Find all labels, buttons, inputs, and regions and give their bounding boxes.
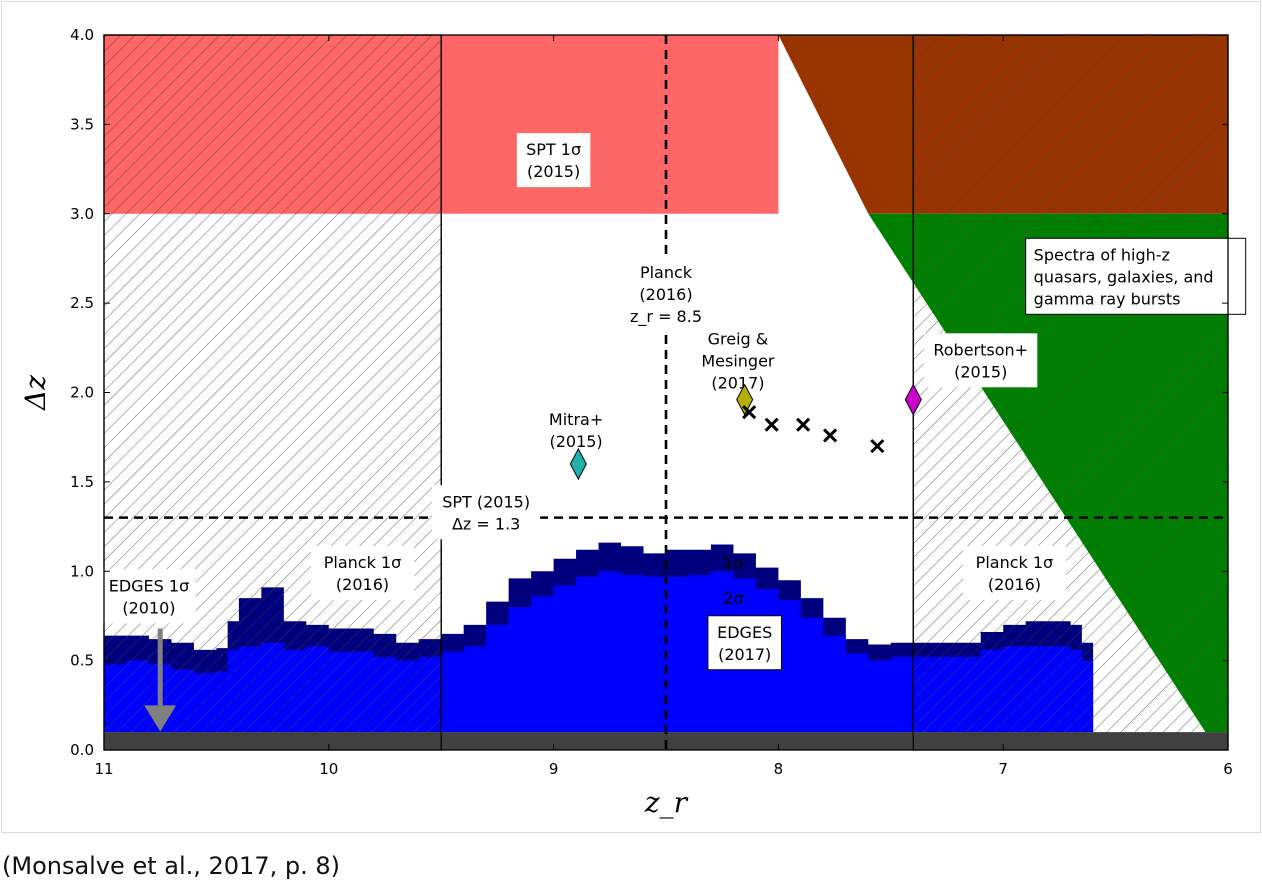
- annotation-line: SPT 1σ: [526, 140, 581, 159]
- y-axis-label: Δz: [19, 375, 52, 411]
- annotation-sigma2: 2σ: [723, 589, 743, 608]
- annotation-box-planck_left: [310, 546, 415, 601]
- y-tick-label: 4.0: [70, 26, 94, 44]
- annotation-line: Planck: [640, 263, 693, 282]
- annotation-box-spt: [516, 133, 591, 188]
- annotation-edges2017: EDGES (2017): [707, 615, 782, 671]
- annotation-line: EDGES: [717, 623, 772, 642]
- annotation-planck_line: Planck (2016) z_r = 8.5: [618, 256, 714, 333]
- y-tick-label: 1.0: [70, 562, 94, 580]
- x-tick-label: 8: [774, 760, 784, 778]
- y-tick-label: 2.5: [70, 294, 94, 312]
- annotation-line: (2016): [336, 575, 389, 594]
- annotation-line: (2016): [639, 285, 692, 304]
- plot-area: SPT 1σ (2015) Planck (2016) z_r = 8.5 Spectra…: [102, 34, 1247, 751]
- marker-x-stroke: [764, 417, 779, 432]
- annotation-line: (2016): [988, 575, 1041, 594]
- planck-right-hatch: [912, 34, 1229, 751]
- marker-diamond: [904, 383, 922, 416]
- marker-x-stroke: [742, 405, 757, 420]
- annotation-box-planck_right: [962, 546, 1067, 601]
- x-axis-label: z_r: [644, 786, 689, 819]
- annotation-box-planck_line: [618, 256, 714, 333]
- annotation-spectra: Spectra of high-z quasars, galaxies, and g…: [1025, 237, 1247, 315]
- annotation-line: z_r = 8.5: [630, 307, 702, 327]
- annotation-box-edges2010: [102, 569, 196, 624]
- annotation-line: (2015): [549, 432, 602, 451]
- annotation-sigma1: 1σ: [723, 553, 743, 572]
- annotation-line: Δz = 1.3: [452, 514, 520, 533]
- x-tick-label: 9: [549, 760, 559, 778]
- annotation-box-spectra: [1025, 237, 1247, 315]
- annotation-line: (2017): [711, 373, 764, 392]
- marker-x: [764, 417, 779, 432]
- annotation-line: Spectra of high-z: [1034, 245, 1170, 264]
- annotation-line: Greig &: [708, 329, 769, 348]
- annotation-line: Planck 1σ: [976, 553, 1054, 572]
- annotation-box-greig: [691, 322, 785, 399]
- annotation-line: 1σ: [723, 553, 743, 572]
- marker-x-stroke: [823, 428, 838, 443]
- annotation-line: SPT (2015): [442, 492, 530, 511]
- planck-left-hatch: [103, 34, 442, 751]
- caption: (Monsalve et al., 2017, p. 8): [2, 852, 340, 880]
- marker-diamond: [569, 447, 587, 481]
- annotation-planck_right: Planck 1σ (2016): [962, 546, 1067, 601]
- annotation-box-mitra: [539, 403, 613, 458]
- x-tick-label: 7: [998, 760, 1008, 778]
- annotation-greig: Greig & Mesinger (2017): [691, 322, 785, 399]
- chart: SPT 1σ (2015) Planck (2016) z_r = 8.5 Spectra…: [19, 26, 1247, 819]
- annotation-spt_line: SPT (2015) Δz = 1.3: [432, 485, 541, 540]
- annotation-spt: SPT 1σ (2015): [516, 133, 591, 188]
- annotation-line: (2015): [527, 162, 580, 181]
- annotation-edges2010: EDGES 1σ (2010): [102, 569, 196, 624]
- annotation-box-edges2017: [707, 615, 782, 671]
- axes: 11 10 9 8 7 6 0.0 0.5 1.0 1.5 2.0 2.5 3.0 3.5 4.0 z_r Δz: [19, 26, 1233, 819]
- x-tick-label: 6: [1223, 760, 1233, 778]
- spt-region: [441, 35, 779, 214]
- annotation-box-robertson: [924, 333, 1038, 388]
- annotation-line: quasars, galaxies, and: [1034, 267, 1214, 286]
- annotation-line: Planck 1σ: [324, 553, 402, 572]
- annotation-mitra: Mitra+ (2015): [539, 403, 613, 458]
- marker-x: [742, 405, 757, 420]
- annotation-box-spt_line: [432, 485, 541, 540]
- marker-x-stroke: [796, 417, 811, 432]
- annotation-line: 2σ: [723, 589, 743, 608]
- annotation-line: Mitra+: [549, 410, 603, 429]
- annotation-line: Mesinger: [701, 351, 775, 370]
- y-tick-label: 1.5: [70, 473, 94, 491]
- x-tick-label: 11: [94, 760, 113, 778]
- marker-x: [870, 439, 885, 454]
- annotation-line: (2010): [122, 598, 175, 617]
- annotation-robertson: Robertson+ (2015): [924, 333, 1038, 388]
- y-tick-label: 2.0: [70, 384, 94, 402]
- marker-x: [823, 428, 838, 443]
- y-tick-label: 3.5: [70, 115, 94, 133]
- annotation-line: EDGES 1σ: [109, 576, 190, 595]
- annotation-planck_left: Planck 1σ (2016): [310, 546, 415, 601]
- annotation-line: (2015): [954, 362, 1007, 381]
- annotation-line: gamma ray bursts: [1034, 289, 1181, 308]
- marker-x-stroke: [870, 439, 885, 454]
- marker-x: [796, 417, 811, 432]
- x-tick-label: 10: [319, 760, 338, 778]
- annotation-line: Robertson+: [933, 340, 1028, 359]
- y-tick-label: 0.0: [70, 741, 94, 759]
- annotation-line: (2017): [718, 645, 771, 664]
- y-tick-label: 3.0: [70, 205, 94, 223]
- edges-2010-arrow-head: [144, 705, 177, 732]
- y-tick-label: 0.5: [70, 652, 94, 670]
